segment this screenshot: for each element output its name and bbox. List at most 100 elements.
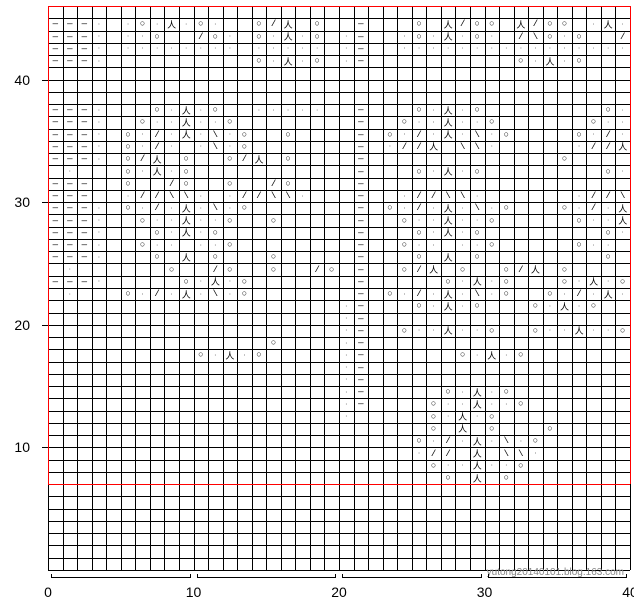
stitch-cell: 人 — [470, 472, 485, 484]
stitch-cell: — — [63, 190, 78, 202]
stitch-cell: · — [441, 398, 456, 410]
stitch-cell: · — [470, 116, 485, 128]
stitch-cell: · — [194, 276, 209, 288]
stitch-cell: · — [615, 104, 630, 116]
stitch-cell: ○ — [121, 165, 136, 177]
stitch-cell: · — [194, 239, 209, 251]
stitch-cell: / — [412, 202, 427, 214]
stitch-cell: / — [586, 202, 601, 214]
stitch-cell: · — [92, 239, 107, 251]
stitch-cell: · — [412, 447, 427, 459]
stitch-cell: ○ — [310, 55, 325, 67]
stitch-cell: ○ — [601, 165, 616, 177]
stitch-cell: · — [252, 104, 267, 116]
stitch-cell: / — [455, 18, 470, 30]
stitch-cell: ○ — [514, 55, 529, 67]
stitch-cell: — — [63, 214, 78, 226]
stitch-cell: · — [339, 337, 354, 349]
stitch-cell: · — [485, 129, 500, 141]
stitch-cell: 人 — [455, 411, 470, 423]
stitch-cell: 人 — [179, 116, 194, 128]
stitch-cell: \ — [499, 435, 514, 447]
stitch-cell: ○ — [135, 214, 150, 226]
stitch-cell: · — [92, 31, 107, 43]
stitch-cell: — — [63, 153, 78, 165]
stitch-cell: ○ — [412, 435, 427, 447]
stitch-cell: ○ — [121, 153, 136, 165]
y-tick-label: 20 — [0, 317, 30, 333]
stitch-cell: · — [557, 43, 572, 55]
stitch-cell: ○ — [426, 411, 441, 423]
stitch-cell: — — [77, 31, 92, 43]
stitch-cell: — — [354, 43, 369, 55]
stitch-cell: — — [354, 190, 369, 202]
stitch-cell: · — [135, 288, 150, 300]
stitch-cell: · — [92, 153, 107, 165]
y-tick-label: 40 — [0, 72, 30, 88]
stitch-cell: · — [164, 202, 179, 214]
stitch-cell: · — [543, 43, 558, 55]
stitch-cell: ○ — [150, 31, 165, 43]
stitch-cell: · — [615, 129, 630, 141]
stitch-cell: — — [354, 325, 369, 337]
grid-h — [48, 558, 630, 559]
stitch-cell: · — [455, 165, 470, 177]
stitch-cell: · — [237, 349, 252, 361]
stitch-cell: ○ — [601, 227, 616, 239]
stitch-cell: / — [150, 202, 165, 214]
stitch-cell: ○ — [135, 18, 150, 30]
stitch-cell: ○ — [528, 435, 543, 447]
stitch-cell: 人 — [455, 423, 470, 435]
stitch-cell: / — [397, 141, 412, 153]
stitch-cell: ○ — [499, 472, 514, 484]
stitch-cell: ○ — [237, 141, 252, 153]
stitch-cell: 人 — [470, 447, 485, 459]
stitch-cell: · — [514, 435, 529, 447]
stitch-cell: — — [63, 31, 78, 43]
stitch-cell: · — [92, 227, 107, 239]
stitch-cell: ○ — [252, 18, 267, 30]
stitch-cell: / — [135, 153, 150, 165]
stitch-cell: ○ — [310, 31, 325, 43]
stitch-cell: · — [208, 43, 223, 55]
stitch-cell: ○ — [470, 104, 485, 116]
stitch-cell: · — [426, 214, 441, 226]
stitch-cell: · — [615, 227, 630, 239]
stitch-cell: ○ — [470, 227, 485, 239]
stitch-cell: · — [339, 43, 354, 55]
grid-h — [48, 263, 630, 264]
stitch-cell: · — [339, 300, 354, 312]
stitch-cell: / — [412, 288, 427, 300]
grid-h — [48, 509, 630, 510]
stitch-cell: 人 — [208, 276, 223, 288]
stitch-cell: ○ — [194, 349, 209, 361]
stitch-cell: 人 — [615, 202, 630, 214]
stitch-cell: / — [412, 129, 427, 141]
stitch-cell: · — [455, 239, 470, 251]
stitch-cell: · — [266, 31, 281, 43]
stitch-cell: · — [164, 129, 179, 141]
stitch-cell: ○ — [412, 251, 427, 263]
stitch-cell: · — [121, 31, 136, 43]
stitch-cell: · — [194, 288, 209, 300]
stitch-cell: · — [499, 398, 514, 410]
stitch-cell: / — [601, 190, 616, 202]
stitch-cell: — — [48, 202, 63, 214]
stitch-cell: / — [601, 141, 616, 153]
y-tick-mark — [42, 325, 48, 326]
stitch-cell: ○ — [557, 153, 572, 165]
stitch-cell: · — [179, 18, 194, 30]
stitch-cell: ○ — [310, 18, 325, 30]
stitch-cell: · — [339, 313, 354, 325]
stitch-cell: ○ — [455, 263, 470, 275]
stitch-cell: · — [397, 129, 412, 141]
stitch-cell: 人 — [601, 288, 616, 300]
stitch-cell: — — [354, 214, 369, 226]
stitch-cell: ○ — [499, 276, 514, 288]
stitch-cell: · — [601, 325, 616, 337]
stitch-cell: ○ — [572, 129, 587, 141]
stitch-cell: — — [63, 129, 78, 141]
stitch-cell: · — [92, 116, 107, 128]
stitch-cell: ○ — [543, 423, 558, 435]
stitch-cell: — — [63, 141, 78, 153]
